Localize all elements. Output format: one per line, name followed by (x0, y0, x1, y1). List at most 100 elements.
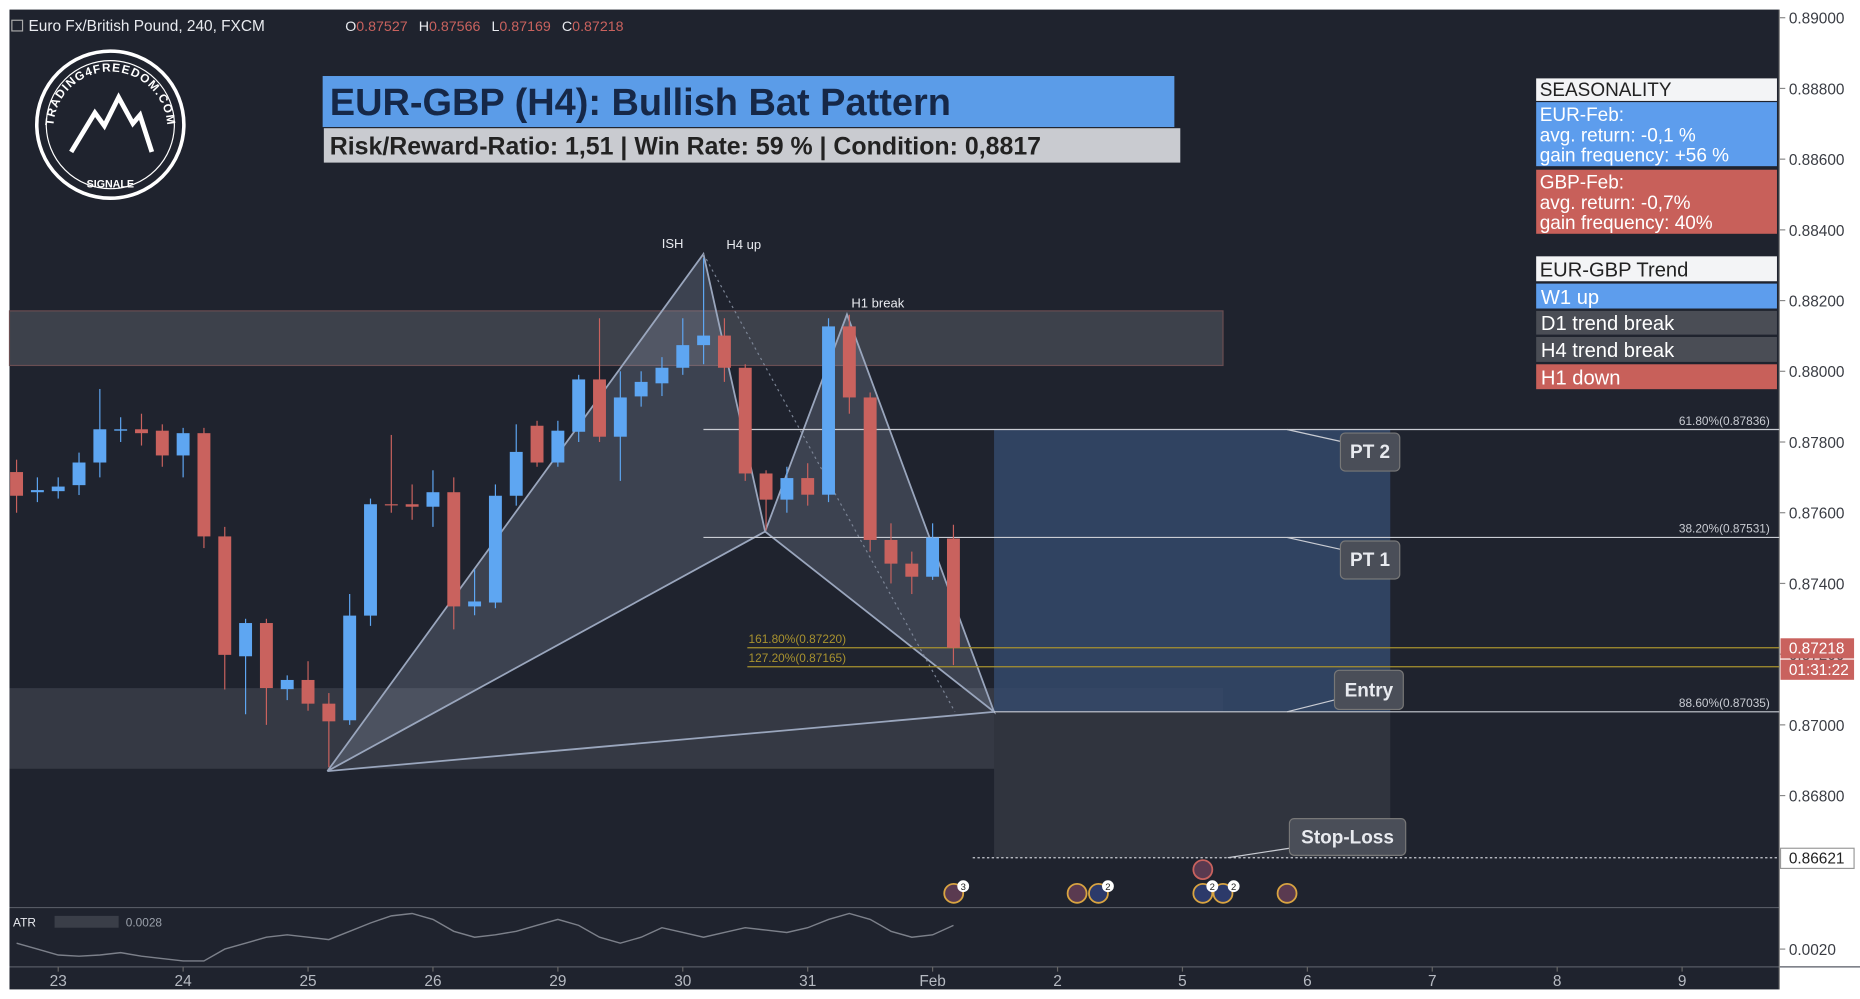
trend-row (1536, 283, 1777, 309)
eur-line: gain frequency: +56 % (1540, 145, 1729, 166)
trend-header-box (1536, 256, 1777, 282)
x-tick-label: 29 (549, 973, 566, 990)
trend-text: H1 down (1541, 367, 1621, 389)
collapse-icon[interactable] (11, 19, 24, 32)
event-badge (1102, 880, 1114, 893)
indicator-name[interactable]: ATR (13, 916, 36, 930)
logo-sub: SIGNALE (87, 179, 134, 191)
subtitle-box (323, 128, 1181, 163)
candle-body (468, 601, 482, 607)
x-tick-label: 26 (424, 973, 441, 990)
candle-body (322, 703, 336, 722)
symbol[interactable]: Euro Fx/British Pound, 240, FXCM (28, 18, 264, 35)
pattern-xd (327, 710, 995, 773)
candle-body (135, 429, 148, 434)
candle-body (155, 430, 169, 456)
event-count: 2 (1210, 882, 1215, 893)
y-tick-label: 0.86800 (1789, 789, 1845, 806)
event-icon[interactable] (1212, 882, 1234, 904)
entry-box (1333, 669, 1404, 711)
indicator-tick-label: 0.0020 (1789, 942, 1836, 959)
event-count: 3 (961, 882, 966, 893)
trend-text: W1 up (1541, 287, 1599, 309)
candle-body (30, 490, 44, 493)
candle-body (822, 326, 835, 495)
fib-label: 88.60%(0.87035) (1679, 696, 1770, 710)
connector (1286, 428, 1341, 442)
gbp-line: GBP-Feb: (1540, 173, 1624, 194)
season-header-box (1536, 78, 1777, 101)
x-tick-label: 31 (799, 973, 816, 990)
trend-row (1536, 336, 1777, 362)
pt1-label: PT 1 (1350, 550, 1391, 571)
x-tick-label: 6 (1303, 973, 1312, 990)
candle-body (218, 536, 232, 655)
fib-label: 161.80%(0.87220) (749, 632, 847, 646)
candle-body (697, 335, 711, 346)
candle-body (613, 397, 627, 437)
ohlc-key: L (491, 19, 499, 35)
indicator-line (16, 912, 954, 962)
event-icon[interactable] (1192, 859, 1214, 880)
candle-body (10, 472, 24, 496)
logo-ring (45, 60, 175, 190)
fib-label: 61.80%(0.87836) (1679, 414, 1770, 428)
indicator-value: 0.0028 (126, 916, 163, 930)
connector (1286, 536, 1341, 550)
candle-body (51, 486, 65, 492)
ohlc-value: 0.87527 (356, 19, 407, 35)
candle-body (863, 397, 877, 540)
ohlc-key: H (419, 19, 429, 35)
candle-body (197, 433, 211, 537)
candle-body (280, 679, 294, 690)
candle-body (551, 430, 565, 463)
fib-label: 127.20%(0.87165) (749, 651, 847, 665)
entry-label: Entry (1345, 680, 1394, 701)
event-badge (1227, 880, 1240, 893)
pt2-label: PT 2 (1350, 442, 1390, 463)
trend-row (1536, 364, 1777, 390)
candle-body (93, 429, 107, 463)
event-icon[interactable] (1276, 882, 1298, 904)
y-tick-label: 0.87600 (1789, 506, 1845, 523)
event-badge (1206, 880, 1219, 893)
candle-body (405, 504, 419, 507)
candle-body (426, 492, 440, 507)
x-tick-label: 30 (674, 973, 691, 990)
candle-body (738, 367, 752, 474)
ohlc: O0.87527 H0.87566 L0.87169 C0.87218 (345, 19, 623, 35)
candle-body (343, 615, 357, 721)
x-tick-label: 9 (1678, 973, 1687, 990)
candle-body (72, 462, 86, 486)
y-tick-label: 0.88000 (1789, 364, 1845, 381)
event-count: 2 (1231, 882, 1236, 893)
last-price-box (1780, 638, 1855, 659)
y-tick-label: 0.88800 (1789, 81, 1845, 98)
event-count: 2 (1105, 882, 1110, 893)
candle-body (301, 679, 315, 704)
target-zone (994, 429, 1391, 712)
ohlc-value: 0.87566 (429, 19, 480, 35)
candle-body (447, 492, 461, 607)
eur-box (1536, 102, 1777, 167)
x-tick-label: 23 (50, 973, 67, 990)
x-tick-label: 5 (1178, 973, 1187, 990)
candle-body (176, 433, 190, 456)
candle-body (259, 623, 273, 689)
event-icon[interactable] (1066, 882, 1088, 904)
candle-body (114, 429, 128, 431)
stop-label: Stop-Loss (1301, 828, 1394, 849)
gbp-line: gain frequency: 40% (1540, 213, 1713, 234)
indicator-controls[interactable] (54, 915, 119, 928)
candle-body (759, 473, 773, 500)
candle-body (884, 539, 898, 564)
connector (1286, 699, 1335, 713)
trend-row (1536, 310, 1777, 335)
candle-body (634, 381, 648, 397)
pt2-box (1339, 432, 1401, 472)
candle-body (842, 326, 856, 398)
h1break-label: H1 break (851, 295, 904, 310)
ish-label: ISH (662, 236, 684, 251)
